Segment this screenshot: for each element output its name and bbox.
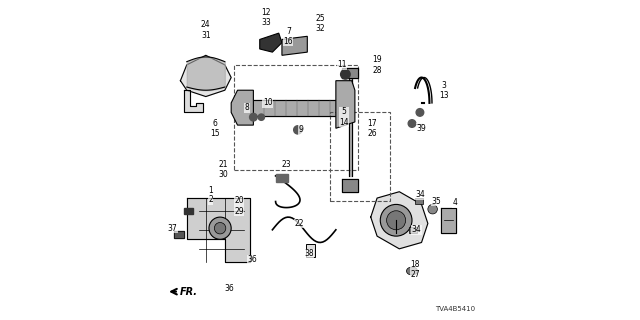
Polygon shape bbox=[187, 198, 250, 261]
Circle shape bbox=[387, 211, 406, 230]
Polygon shape bbox=[174, 231, 184, 238]
Text: 12
33: 12 33 bbox=[261, 8, 271, 27]
Text: 6
15: 6 15 bbox=[211, 119, 220, 138]
Text: 21
30: 21 30 bbox=[218, 160, 228, 179]
Text: 34: 34 bbox=[412, 225, 422, 234]
Circle shape bbox=[209, 217, 231, 239]
Text: 19
28: 19 28 bbox=[372, 55, 382, 75]
Text: 5
14: 5 14 bbox=[339, 108, 349, 127]
Polygon shape bbox=[336, 81, 355, 128]
Circle shape bbox=[294, 126, 302, 134]
Text: 38: 38 bbox=[304, 249, 314, 258]
Text: 10: 10 bbox=[263, 99, 273, 108]
Polygon shape bbox=[282, 36, 307, 55]
Text: 8: 8 bbox=[244, 103, 250, 112]
Text: 9: 9 bbox=[298, 125, 303, 134]
Text: 23: 23 bbox=[282, 160, 291, 169]
Polygon shape bbox=[260, 33, 282, 52]
Polygon shape bbox=[342, 68, 358, 77]
Ellipse shape bbox=[406, 267, 417, 275]
Polygon shape bbox=[342, 179, 358, 192]
Circle shape bbox=[408, 120, 416, 127]
Bar bbox=[184, 208, 193, 214]
Text: 3
13: 3 13 bbox=[439, 81, 449, 100]
Polygon shape bbox=[247, 100, 336, 116]
Text: 35: 35 bbox=[431, 197, 441, 206]
Bar bbox=[409, 227, 417, 233]
Circle shape bbox=[428, 204, 437, 214]
Text: 34: 34 bbox=[415, 190, 425, 199]
Circle shape bbox=[250, 113, 257, 121]
Text: 39: 39 bbox=[417, 124, 426, 133]
Text: 17
26: 17 26 bbox=[367, 119, 377, 138]
Polygon shape bbox=[231, 90, 253, 125]
Circle shape bbox=[416, 108, 424, 116]
Text: 37: 37 bbox=[168, 224, 177, 233]
Text: 36: 36 bbox=[247, 255, 257, 264]
Polygon shape bbox=[184, 90, 203, 112]
Bar bbox=[415, 198, 423, 204]
Bar bbox=[276, 174, 288, 182]
Polygon shape bbox=[440, 208, 456, 233]
Circle shape bbox=[380, 204, 412, 236]
Text: 1: 1 bbox=[208, 186, 213, 195]
Circle shape bbox=[258, 114, 264, 120]
Text: 20
29: 20 29 bbox=[234, 196, 244, 216]
Text: 7
16: 7 16 bbox=[284, 27, 293, 46]
Text: FR.: FR. bbox=[180, 287, 198, 297]
Text: TVA4B5410: TVA4B5410 bbox=[435, 306, 476, 312]
Polygon shape bbox=[371, 192, 428, 249]
Text: 36: 36 bbox=[225, 284, 234, 293]
Polygon shape bbox=[349, 77, 352, 176]
Text: 22: 22 bbox=[294, 219, 304, 228]
Text: 25
32: 25 32 bbox=[315, 14, 325, 33]
Text: 11: 11 bbox=[337, 60, 347, 69]
Text: 18
27: 18 27 bbox=[410, 260, 420, 279]
Circle shape bbox=[340, 69, 350, 79]
Circle shape bbox=[214, 222, 226, 234]
Text: 4: 4 bbox=[452, 198, 457, 207]
Text: 24
31: 24 31 bbox=[201, 20, 211, 40]
Polygon shape bbox=[180, 55, 231, 97]
Text: 2: 2 bbox=[208, 195, 213, 204]
Bar bbox=[306, 244, 316, 257]
